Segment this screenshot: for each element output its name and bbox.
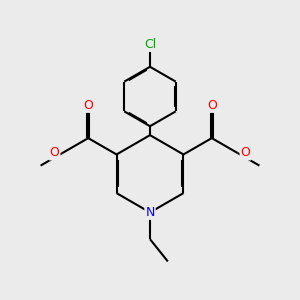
Text: Cl: Cl (144, 38, 156, 51)
Text: O: O (241, 146, 250, 160)
Text: O: O (50, 146, 59, 160)
Text: O: O (83, 99, 93, 112)
Text: N: N (145, 206, 155, 219)
Text: O: O (207, 99, 217, 112)
